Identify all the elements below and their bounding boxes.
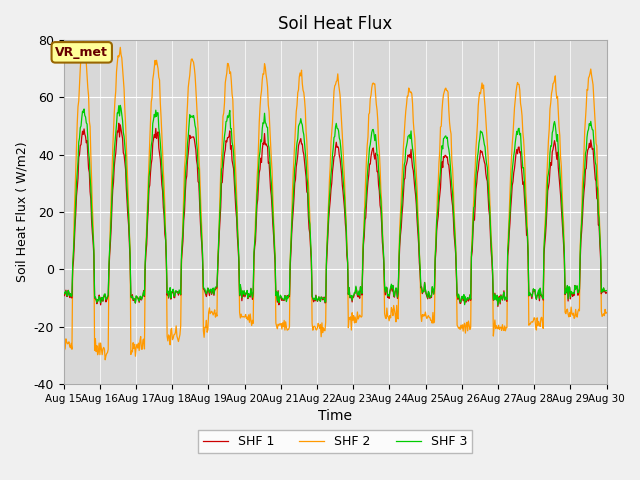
Line: SHF 3: SHF 3 (63, 105, 607, 305)
X-axis label: Time: Time (318, 409, 352, 423)
SHF 1 (70, 258, 77, 264)
Line: SHF 2: SHF 2 (63, 41, 607, 360)
SHF 1 (181, 191, 189, 196)
SHF 3 (126, 252, 134, 258)
SHF 2 (403, 102, 410, 108)
SHF 1 (402, 163, 410, 169)
SHF 2 (101, 357, 109, 363)
SHF 3 (70, 249, 77, 255)
SHF 1 (115, 120, 123, 126)
SHF 3 (116, 102, 124, 108)
SHF 2 (60, 337, 67, 343)
SHF 2 (182, 138, 190, 144)
SHF 2 (419, 312, 426, 317)
SHF 3 (402, 146, 410, 152)
SHF 3 (418, 285, 426, 291)
SHF 3 (210, 291, 218, 297)
Title: Soil Heat Flux: Soil Heat Flux (278, 15, 392, 33)
Legend: SHF 1, SHF 2, SHF 3: SHF 1, SHF 2, SHF 3 (198, 431, 472, 454)
SHF 3 (60, 289, 67, 295)
SHF 1 (210, 292, 218, 298)
Y-axis label: Soil Heat Flux ( W/m2): Soil Heat Flux ( W/m2) (15, 142, 28, 282)
SHF 1 (494, 304, 502, 310)
SHF 2 (70, 248, 77, 253)
SHF 2 (79, 38, 87, 44)
Text: VR_met: VR_met (55, 46, 108, 59)
SHF 3 (494, 302, 502, 308)
SHF 2 (211, 307, 218, 313)
SHF 1 (418, 284, 426, 290)
SHF 2 (603, 310, 611, 315)
SHF 1 (126, 258, 134, 264)
SHF 3 (181, 177, 189, 182)
SHF 2 (127, 351, 134, 357)
SHF 1 (603, 289, 611, 295)
SHF 1 (60, 290, 67, 296)
Line: SHF 1: SHF 1 (63, 123, 607, 307)
SHF 3 (603, 288, 611, 293)
